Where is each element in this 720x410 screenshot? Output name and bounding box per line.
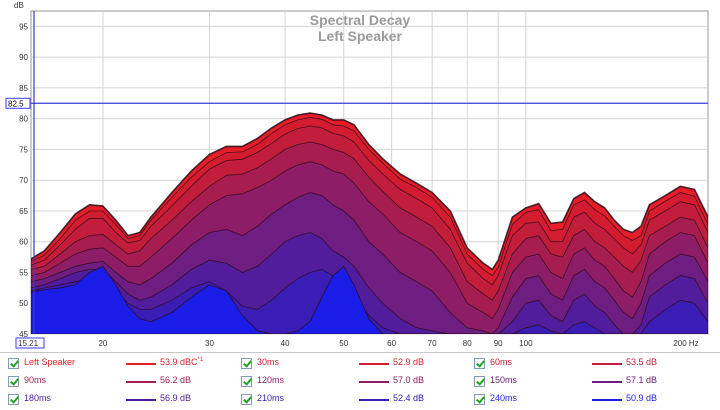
- legend-series-name: 210ms: [257, 393, 285, 403]
- legend-swatch: [126, 399, 156, 401]
- series-visibility-checkbox[interactable]: [241, 376, 252, 387]
- legend-item: 120ms 57.0 dB: [241, 373, 473, 392]
- x-tick-label: 70: [428, 339, 437, 348]
- legend-value-text: 53.5 dB: [626, 357, 658, 367]
- y-axis-label: dB: [14, 1, 24, 10]
- y-tick-label: 90: [19, 53, 28, 62]
- series-visibility-checkbox[interactable]: [8, 376, 19, 387]
- x-tick-label: 200 Hz: [673, 339, 698, 348]
- legend-swatch: [359, 399, 389, 401]
- legend-item: Left Speaker 53.9 dBC*1: [8, 355, 240, 374]
- legend-item: 30ms 52.9 dB: [241, 355, 473, 374]
- series-visibility-checkbox[interactable]: [474, 394, 485, 405]
- y-tick-label: 55: [19, 268, 28, 277]
- y-tick-label: 80: [19, 115, 28, 124]
- x-tick-label: 30: [205, 339, 214, 348]
- legend-swatch: [592, 399, 622, 401]
- legend-value-text: 56.9 dB: [160, 393, 192, 403]
- cursor-value-box: [5, 97, 31, 109]
- chart-title: Spectral Decay: [310, 12, 411, 28]
- y-tick-label: 50: [19, 299, 28, 308]
- legend-swatch: [126, 381, 156, 383]
- x-tick-label: 40: [281, 339, 290, 348]
- y-tick-label: 70: [19, 176, 28, 185]
- x-axis-ticks: 15.21 20 30 40 50 60 70 80 90 100 200 Hz: [15, 337, 699, 349]
- legend-series-value: 53.9 dBC*1: [160, 357, 203, 367]
- legend-item: 150ms 57.1 dB: [474, 373, 706, 392]
- legend-series-name: 90ms: [24, 375, 47, 385]
- legend-series-name: 60ms: [490, 357, 513, 367]
- legend-series-value: 57.1 dB: [626, 375, 657, 385]
- decay-areas: [31, 112, 708, 334]
- legend-series-name: 120ms: [257, 375, 285, 385]
- legend-value-text: 52.4 dB: [393, 393, 425, 403]
- legend-swatch: [359, 363, 389, 365]
- legend-series-value: 50.9 dB: [626, 393, 657, 403]
- legend-series-value: 56.9 dB: [160, 393, 191, 403]
- y-tick-label: 45: [19, 330, 28, 339]
- x-tick-label: 50: [339, 339, 348, 348]
- legend-value-text: 57.1 dB: [626, 375, 658, 385]
- legend-item: 60ms 53.5 dB: [474, 355, 706, 374]
- x-tick-label: 100: [519, 339, 533, 348]
- cursor-value-label: 82.5: [8, 99, 24, 108]
- x-tick-label: 90: [494, 339, 503, 348]
- cursor-line[interactable]: 82.5: [5, 11, 708, 334]
- legend-item: 180ms 56.9 dB: [8, 391, 240, 410]
- legend-series-name: 150ms: [490, 375, 518, 385]
- legend-value-text: 50.9 dB: [626, 393, 658, 403]
- x-start-box: [15, 337, 45, 349]
- series-visibility-checkbox[interactable]: [8, 394, 19, 405]
- series-visibility-checkbox[interactable]: [241, 394, 252, 405]
- y-tick-label: 85: [19, 84, 28, 93]
- y-tick-label: 65: [19, 207, 28, 216]
- decay-area-240ms: [31, 265, 708, 334]
- legend-swatch: [359, 381, 389, 383]
- series-visibility-checkbox[interactable]: [474, 358, 485, 369]
- legend-series-name: 30ms: [257, 357, 280, 367]
- chart-subtitle: Left Speaker: [318, 28, 403, 44]
- legend-panel: Left Speaker 53.9 dBC*1 30ms 52.9 dB 60ms 53.…: [0, 352, 720, 410]
- y-tick-label: 75: [19, 145, 28, 154]
- x-tick-label: 60: [387, 339, 396, 348]
- x-tick-label: 20: [98, 339, 107, 348]
- legend-value-text: 56.2 dB: [160, 375, 192, 385]
- y-tick-label: 60: [19, 238, 28, 247]
- legend-series-value: 53.5 dB: [626, 357, 657, 367]
- legend-value-mark: *1: [197, 357, 204, 363]
- legend-item: 210ms 52.4 dB: [241, 391, 473, 410]
- series-visibility-checkbox[interactable]: [8, 358, 19, 369]
- y-axis-ticks: 45 50 55 60 65 70 75 80 85 90 95: [19, 22, 28, 339]
- x-start-label: 15.21: [18, 339, 39, 348]
- x-tick-label: 80: [463, 339, 472, 348]
- y-tick-label: 95: [19, 22, 28, 31]
- legend-item: 90ms 56.2 dB: [8, 373, 240, 392]
- legend-value-text: 57.0 dB: [393, 375, 425, 385]
- legend-swatch: [126, 363, 156, 365]
- series-visibility-checkbox[interactable]: [241, 358, 252, 369]
- legend-series-value: 52.9 dB: [393, 357, 424, 367]
- spectral-decay-chart: Spectral Decay Left Speaker dB 45 50 55 60 6…: [5, 1, 709, 349]
- legend-value-text: 52.9 dB: [393, 357, 425, 367]
- series-visibility-checkbox[interactable]: [474, 376, 485, 387]
- legend-series-value: 56.2 dB: [160, 375, 191, 385]
- legend-swatch: [592, 381, 622, 383]
- legend-series-value: 52.4 dB: [393, 393, 424, 403]
- legend-series-value: 57.0 dB: [393, 375, 424, 385]
- legend-value-text: 53.9 dBC: [160, 357, 198, 367]
- legend-series-name: 180ms: [24, 393, 52, 403]
- legend-series-name: 240ms: [490, 393, 518, 403]
- legend-item: 240ms 50.9 dB: [474, 391, 706, 410]
- legend-swatch: [592, 363, 622, 365]
- legend-series-name: Left Speaker: [24, 357, 76, 367]
